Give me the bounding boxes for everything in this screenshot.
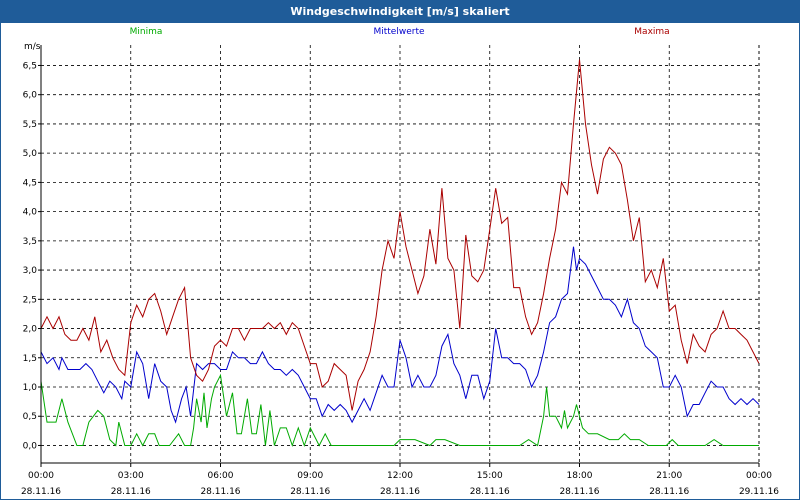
x-tick-date: 28.11.16 [470,487,510,497]
x-tick-time: 06:00 [208,471,234,481]
y-tick-label: 1,0 [23,383,38,393]
x-tick-date: 28.11.16 [200,487,240,497]
y-tick-label: 4,5 [23,178,37,188]
y-tick-label: 1,5 [23,354,37,364]
legend-entry-minima: Minima [130,27,163,37]
y-tick-label: 4,0 [23,208,38,218]
x-tick-time: 00:00 [746,471,772,481]
x-tick-time: 18:00 [567,471,593,481]
y-tick-label: 2,0 [23,325,38,335]
window-title: Windgeschwindigkeit [m/s] skaliert [1,1,799,23]
series-group [40,59,760,448]
x-tick-date: 28.11.16 [111,487,151,497]
y-tick-label: 3,5 [23,237,37,247]
x-tick-time: 21:00 [656,471,682,481]
x-tick-time: 12:00 [387,471,413,481]
axes [38,45,760,467]
series-line-mittelwerte [40,246,760,424]
x-tick-date: 28.11.16 [649,487,689,497]
x-tick-time: 09:00 [297,471,323,481]
y-tick-label: 0,0 [23,441,38,451]
series-line-maxima [40,59,760,411]
y-tick-label: 6,5 [23,61,37,71]
x-tick-date: 28.11.16 [380,487,420,497]
y-tick-label: 2,5 [23,295,37,305]
legend-entry-maxima: Maxima [634,27,669,37]
wind-speed-chart: 0,0 0,5 1,0 1,5 2,0 2,5 3,0 3,5 4,0 4,5 5,0 5,5 6,0 6… [21,27,779,497]
x-tick-time: 15:00 [477,471,503,481]
x-tick-date: 28.11.16 [21,487,61,497]
y-tick-label: 6,0 [23,91,38,101]
y-tick-label: 0,5 [23,412,37,422]
y-tick-label: 5,0 [23,149,38,159]
grid [40,45,760,463]
x-tick-time: 00:00 [28,471,54,481]
legend-entry-mittelwerte: Mittelwerte [373,27,424,37]
x-tick-date: 28.11.16 [559,487,599,497]
tick-labels: 0,0 0,5 1,0 1,5 2,0 2,5 3,0 3,5 4,0 4,5 5,0 5,5 6,0 6… [21,42,779,497]
x-tick-date: 29.11.16 [739,487,779,497]
y-tick-label: 5,5 [23,120,37,130]
y-axis-label: m/s [24,42,41,52]
series-line-minima [40,373,759,448]
y-tick-label: 3,0 [23,266,38,276]
x-tick-time: 03:00 [118,471,144,481]
x-tick-date: 28.11.16 [290,487,330,497]
legend: Minima Mittelwerte Maxima [130,27,670,37]
